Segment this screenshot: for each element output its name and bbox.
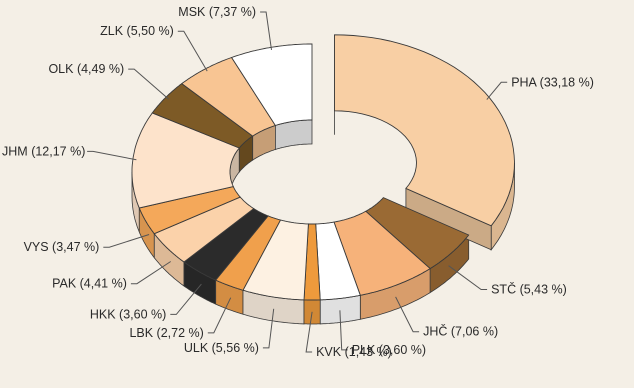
slice-label: KVK (1,43 %) [316,345,392,359]
slice-label: PLK (3,60 %) [352,343,426,357]
slice-label: OLK (4,49 %) [48,62,124,76]
leader-line [170,283,202,315]
slice-6 [214,215,282,291]
slice-13 [230,43,313,127]
leader-line [207,297,232,334]
leader-line [177,30,208,72]
leader-line [128,68,169,100]
leader-line [103,234,150,248]
slice-wall-13 [275,119,313,151]
slice-label: PAK (4,41 %) [52,277,127,291]
slice-label: PHA (33,18 %) [511,75,594,89]
leader-line [448,265,488,290]
slice-label: VYS (3,47 %) [24,240,100,254]
slice-4 [303,223,321,301]
leader-line [339,310,348,351]
slice-5 [242,219,309,301]
slice-11 [151,83,254,149]
slice-3 [315,221,361,301]
slice-10 [131,112,241,209]
leader-line [395,296,420,333]
slice-12 [181,56,277,137]
slice-label: JHČ (7,06 %) [423,324,498,339]
slice-label: HKK (3,60 %) [90,307,166,321]
leader-line [87,150,137,161]
leader-line [262,308,275,349]
slice-label: JHM (12,17 %) [2,144,85,158]
slice-1 [365,197,470,270]
slice-label: LBK (2,72 %) [129,326,203,340]
slice-label: ULK (5,56 %) [184,341,259,355]
leader-line [486,81,508,100]
slice-label: STČ (5,43 %) [491,282,567,297]
slice-7 [183,208,269,281]
slice-0 [334,34,515,227]
slice-9 [138,186,241,235]
slice-2 [333,210,431,296]
slice-label: ZLK (5,50 %) [100,24,174,38]
slice-8 [153,196,255,263]
slice-label: MSK (7,37 %) [178,5,256,19]
leader-line [130,261,171,285]
leader-line [260,11,272,50]
leader-line [305,311,313,353]
